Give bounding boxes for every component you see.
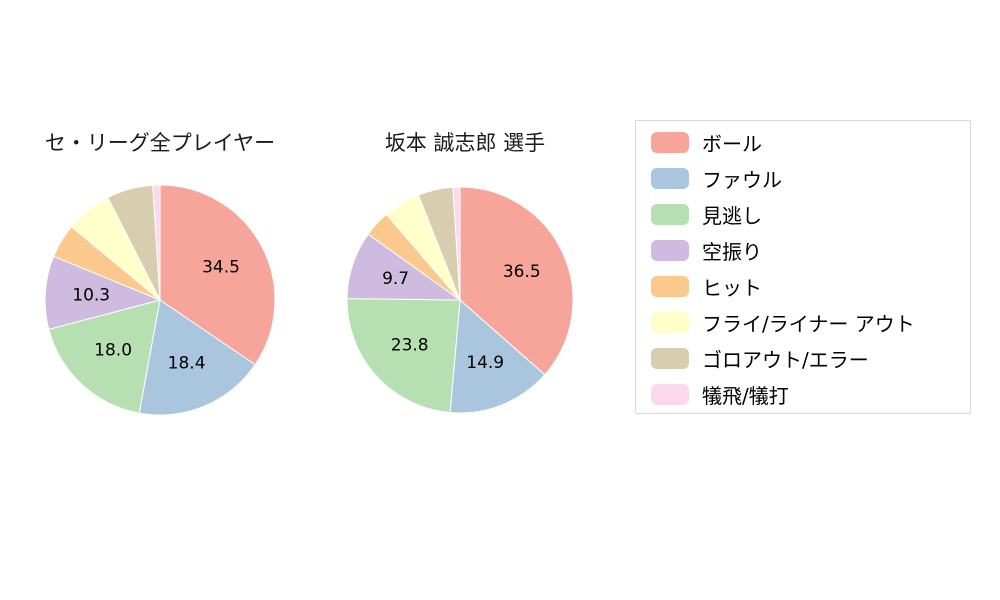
pie-value-label-called-strike: 18.0: [94, 341, 132, 361]
legend-label-called-strike: 見逃し: [702, 203, 762, 228]
legend: ボールファウル見逃し空振りヒットフライ/ライナー アウト ゴロアウト/エラー 犠飛/…: [635, 120, 971, 414]
legend-label-foul: ファウル: [702, 167, 782, 192]
pie-slice-foul: [138, 299, 256, 416]
legend-item-called-strike: 見逃し: [651, 196, 970, 232]
pie-slice-ball: [159, 184, 276, 366]
legend-label-sacrifice: 犠飛/犠打: [702, 383, 789, 408]
legend-label-ball: ボール: [702, 131, 762, 156]
pie-value-label-ball: 36.5: [503, 262, 541, 282]
pie-slice-sacrifice: [152, 184, 161, 301]
pie-value-label-called-strike: 23.8: [391, 336, 429, 356]
legend-swatch-called-strike: [651, 203, 689, 225]
legend-swatch-hit: [651, 275, 689, 297]
legend-swatch-swinging-strike: [651, 239, 689, 261]
legend-item-ball: ボール: [651, 124, 970, 160]
pie-chart-league-all-players: 34.5 18.4 18.0 10.3: [44, 184, 276, 416]
pie-slice-sacrifice: [452, 186, 461, 301]
legend-item-fly-liner-out: フライ/ライナー アウト: [651, 304, 970, 340]
pie-value-label-ball: 34.5: [202, 258, 240, 278]
legend-item-swinging-strike: 空振り: [651, 232, 970, 268]
legend-label-swinging-strike: 空振り: [702, 239, 762, 264]
legend-swatch-foul: [651, 167, 689, 189]
pie-slice-swinging-strike: [44, 255, 162, 330]
legend-swatch-ball: [651, 131, 689, 153]
pie-slice-foul: [449, 298, 546, 414]
legend-item-foul: ファウル: [651, 160, 970, 196]
legend-swatch-fly-liner-out: [651, 311, 689, 333]
legend-swatch-ground-out-error: [651, 347, 689, 369]
pie-slice-called-strike: [48, 299, 161, 414]
legend-item-ground-out-error: ゴロアウト/エラー: [651, 340, 970, 376]
pie-chart-player-sakamoto: 36.5 14.9 23.8 9.7: [346, 186, 574, 414]
pie-value-label-swinging-strike: 10.3: [72, 286, 110, 306]
left-chart-title: セ・リーグ全プレイヤー: [44, 131, 276, 155]
legend-item-sacrifice: 犠飛/犠打: [651, 376, 970, 412]
legend-label-ground-out-error: ゴロアウト/エラー: [702, 347, 869, 372]
pie-value-label-swinging-strike: 9.7: [382, 269, 409, 289]
right-chart-title: 坂本 誠志郎 選手: [384, 131, 546, 155]
pie-value-label-foul: 18.4: [168, 354, 206, 374]
legend-item-hit: ヒット: [651, 268, 970, 304]
legend-swatch-sacrifice: [651, 383, 689, 405]
legend-label-hit: ヒット: [702, 275, 762, 300]
pie-value-label-foul: 14.9: [466, 353, 504, 373]
pie-slice-ball: [459, 186, 574, 376]
legend-label-fly-liner-out: フライ/ライナー アウト: [702, 311, 915, 336]
pie-slice-called-strike: [346, 298, 461, 414]
